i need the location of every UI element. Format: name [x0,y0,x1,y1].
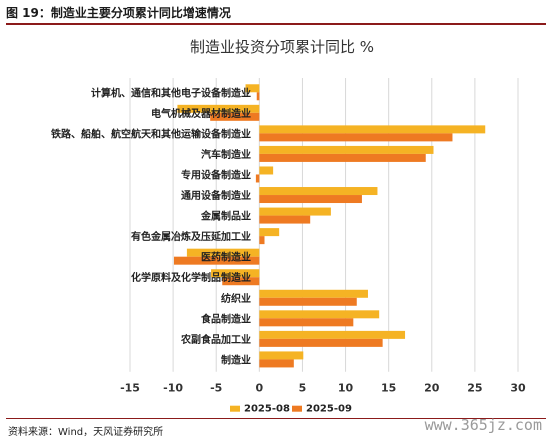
bars [173,84,486,368]
bar-2025-09 [210,112,260,121]
bar-2025-08 [259,125,486,134]
x-tick-label: -15 [120,382,140,395]
category-label: 纺织业 [221,292,251,305]
watermark: www.365jz.com [424,416,542,434]
bar-2025-09 [256,92,260,101]
x-tick-label: 20 [424,382,440,395]
footer-rule [6,418,546,419]
bar-2025-09 [259,195,362,204]
bar-2025-09 [255,174,260,183]
bar-2025-08 [259,187,378,196]
x-tick-label: 10 [338,382,354,395]
category-label: 化学原料及化学制品制造业 [131,271,251,284]
bar-2025-08 [259,166,274,175]
legend: 2025-08 2025-09 [230,404,352,414]
legend-swatch-2025-08 [230,405,240,412]
x-tick-label: 30 [510,382,526,395]
bar-2025-08 [259,228,280,237]
x-tick-label: 0 [256,382,264,395]
x-tick-label: 5 [299,382,307,395]
bar-2025-08 [186,248,260,257]
x-tick-labels: -15 -10 -5 0 5 10 15 20 25 30 [120,382,526,395]
bar-2025-08 [259,289,368,298]
category-labels: 计算机、通信和其他电子设备制造业电气机械及器材制造业铁路、船舶、航空航天和其他运… [51,86,251,366]
bar-2025-09 [259,297,357,306]
legend-swatch-2025-09 [292,405,302,412]
bar-2025-09 [259,338,383,347]
bar-2025-09 [222,277,260,286]
header-rule [6,23,546,25]
category-label: 专用设备制造业 [181,168,251,181]
category-label: 铁路、船舶、航空航天和其他运输设备制造业 [51,127,251,140]
category-label: 汽车制造业 [201,148,251,161]
x-tick-label: -10 [163,382,183,395]
x-tick-label: 15 [381,382,396,395]
gridlines [129,78,519,372]
legend-label-2025-08: 2025-08 [244,404,290,414]
legend-label-2025-09: 2025-09 [306,404,352,414]
bar-2025-09 [259,133,453,142]
category-label: 制造业 [221,353,251,366]
bar-2025-09 [259,318,354,327]
bar-2025-08 [211,269,260,278]
category-label: 有色金属冶炼及压延加工业 [131,230,251,243]
category-label: 医药制造业 [201,251,251,264]
figure-caption: 图 19：制造业主要分项累计同比增速情况 [6,6,231,20]
figure-header: 图 19：制造业主要分项累计同比增速情况 [6,2,546,25]
category-label: 金属制品业 [200,210,251,223]
bar-2025-09 [173,256,260,265]
x-tick-label: 25 [467,382,482,395]
bar-2025-08 [259,330,406,339]
bar-2025-09 [259,236,265,245]
bar-2025-08 [245,84,260,93]
bar-2025-09 [259,359,294,368]
bar-2025-09 [259,153,426,162]
bar-2025-09 [259,215,311,224]
bar-2025-08 [177,104,260,113]
category-label: 计算机、通信和其他电子设备制造业 [91,86,251,99]
category-label: 通用设备制造业 [181,189,251,202]
bar-chart: 制造业投资分项累计同比 % 计算机、通信和其他电子设备制造业电气机械及器材制造业… [51,38,526,414]
category-label: 食品制造业 [200,312,251,325]
category-label: 电气机械及器材制造业 [151,107,251,120]
source-note: 资料来源：Wind，天风证券研究所 [8,427,164,438]
chart-title: 制造业投资分项累计同比 % [190,38,374,56]
x-tick-label: -5 [210,382,222,395]
bar-2025-08 [259,145,434,154]
category-label: 农副食品加工业 [180,333,251,346]
bar-2025-08 [259,351,304,360]
bar-2025-08 [259,310,380,319]
bar-2025-08 [259,207,331,216]
